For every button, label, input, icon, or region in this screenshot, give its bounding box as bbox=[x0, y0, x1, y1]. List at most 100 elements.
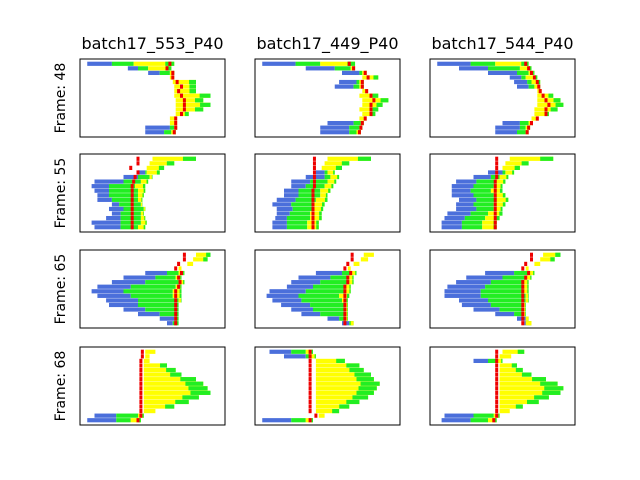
bar-segment-red bbox=[369, 102, 373, 107]
bar-segment-blue bbox=[447, 211, 471, 216]
bar-segment-green bbox=[337, 174, 340, 180]
bar-segment-blue bbox=[301, 311, 321, 317]
bar-segment-green bbox=[305, 354, 311, 359]
bar-segment-blue bbox=[284, 354, 306, 359]
bar-segment-red bbox=[524, 61, 528, 66]
bar-segment-green bbox=[352, 275, 354, 280]
bar-segment-red bbox=[314, 413, 318, 418]
bar-segment-red bbox=[544, 98, 548, 103]
bar-segment-yellow bbox=[359, 107, 379, 112]
panel-frame bbox=[79, 346, 226, 426]
bar-segment-red bbox=[129, 165, 133, 171]
bar-segment-green bbox=[116, 418, 131, 423]
bar-segment-blue bbox=[91, 220, 121, 225]
bar-segment-yellow bbox=[531, 116, 539, 121]
bar-segment-blue bbox=[276, 211, 290, 216]
bar-segment-red bbox=[366, 75, 370, 80]
bar-segment-red bbox=[177, 89, 181, 94]
bar-segment-green bbox=[499, 211, 503, 216]
bar-segment-blue bbox=[167, 321, 173, 326]
bar-segment-blue bbox=[87, 418, 117, 423]
bar-segment-green bbox=[298, 293, 340, 298]
bar-segment-green bbox=[286, 225, 308, 230]
bar-segment-yellow bbox=[315, 372, 371, 377]
bar-segment-yellow bbox=[143, 367, 176, 373]
bar-segment-yellow bbox=[528, 270, 535, 276]
bar-segment-green bbox=[325, 193, 328, 198]
bar-segment-red bbox=[174, 266, 178, 271]
bar-segment-blue bbox=[272, 298, 302, 303]
bar-segment-yellow bbox=[509, 156, 554, 161]
bar-segment-green bbox=[138, 66, 149, 71]
bar-segment-red bbox=[308, 377, 312, 382]
bar-segment-red bbox=[495, 161, 499, 166]
bar-segment-red bbox=[343, 266, 347, 271]
bar-segment-red bbox=[308, 354, 312, 359]
bar-segment-green bbox=[310, 179, 328, 184]
bar-segment-blue bbox=[291, 280, 321, 285]
bar-segment-green bbox=[527, 298, 529, 303]
bar-segment-yellow bbox=[196, 252, 211, 257]
bar-segment-yellow bbox=[347, 280, 354, 285]
bar-segment-blue bbox=[456, 202, 474, 207]
bar-segment-yellow bbox=[499, 404, 523, 409]
bar-segment-blue bbox=[145, 125, 170, 130]
bar-segment-yellow bbox=[175, 98, 204, 103]
bar-segment-red bbox=[311, 220, 315, 225]
column-title: batch17_553_P40 bbox=[81, 34, 223, 54]
bar-segment-red bbox=[308, 358, 312, 364]
bar-segment-green bbox=[143, 211, 144, 216]
bar-segment-yellow bbox=[143, 206, 146, 212]
bar-segment-green bbox=[301, 298, 342, 303]
bar-segment-yellow bbox=[149, 174, 153, 180]
bar-segment-yellow bbox=[499, 367, 523, 373]
bar-segment-yellow bbox=[140, 220, 147, 225]
bar-segment-green bbox=[199, 93, 211, 98]
bar-segment-yellow bbox=[174, 89, 196, 94]
bar-segment-red bbox=[139, 358, 143, 364]
bar-segment-red bbox=[530, 70, 533, 76]
bar-segment-green bbox=[182, 395, 199, 400]
bar-segment-red bbox=[495, 390, 499, 395]
bar-segment-green bbox=[183, 280, 185, 285]
bar-segment-red bbox=[350, 257, 354, 262]
bar-segment-red bbox=[360, 79, 364, 85]
bar-segment-blue bbox=[281, 302, 311, 308]
bar-segment-red bbox=[527, 270, 531, 276]
bar-segment-green bbox=[330, 275, 348, 280]
bar-segment-blue bbox=[451, 188, 471, 193]
bar-segment-yellow bbox=[135, 184, 146, 189]
bar-segment-green bbox=[324, 170, 328, 175]
bar-segment-yellow bbox=[321, 165, 342, 171]
bar-segment-yellow bbox=[315, 404, 350, 409]
bar-segment-red bbox=[495, 358, 499, 364]
bar-segment-green bbox=[298, 193, 321, 198]
bar-segment-green bbox=[488, 66, 520, 71]
bar-segment-yellow bbox=[522, 280, 529, 285]
bar-segment-green bbox=[143, 225, 146, 230]
bar-segment-blue bbox=[456, 280, 491, 285]
bar-segment-red bbox=[495, 165, 499, 171]
bar-segment-yellow bbox=[534, 111, 549, 117]
bar-segment-red bbox=[308, 418, 312, 423]
bar-segment-green bbox=[200, 102, 211, 107]
bar-segment-blue bbox=[262, 61, 296, 66]
bar-segment-yellow bbox=[152, 156, 196, 161]
bar-segment-green bbox=[180, 377, 196, 382]
bar-segment-yellow bbox=[143, 404, 175, 409]
bar-segment-red bbox=[182, 107, 186, 112]
bar-segment-red bbox=[182, 257, 186, 262]
bar-segment-green bbox=[316, 220, 319, 225]
bar-segment-blue bbox=[488, 70, 517, 76]
bar-segment-red bbox=[180, 93, 183, 98]
bar-segment-red bbox=[544, 111, 548, 117]
bar-segment-red bbox=[174, 116, 178, 121]
bar-segment-red bbox=[541, 93, 545, 98]
bar-segment-green bbox=[305, 289, 345, 294]
bar-segment-yellow bbox=[499, 408, 510, 414]
bar-segment-green bbox=[291, 349, 306, 354]
bar-segment-blue bbox=[485, 270, 515, 276]
bar-segment-blue bbox=[291, 179, 311, 184]
bar-segment-green bbox=[342, 270, 351, 276]
bar-segment-green bbox=[316, 225, 319, 230]
